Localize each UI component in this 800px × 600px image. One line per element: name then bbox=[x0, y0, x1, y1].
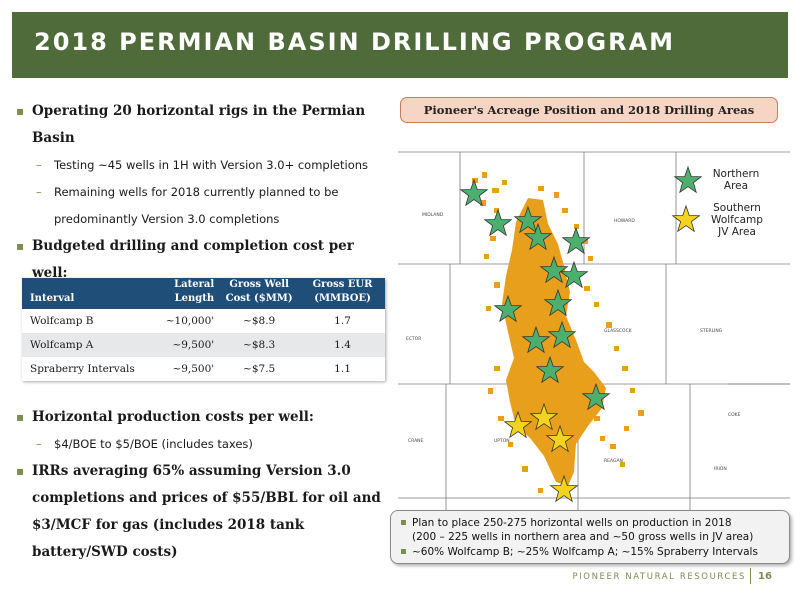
header-cost-2: Cost ($MM) bbox=[225, 293, 293, 304]
header-lateral-2: Length bbox=[174, 293, 215, 304]
slide-title: 2018 PERMIAN BASIN DRILLING PROGRAM bbox=[34, 28, 676, 56]
svg-text:UPTON: UPTON bbox=[494, 438, 510, 444]
svg-text:HOWARD: HOWARD bbox=[614, 218, 635, 224]
bullet-irr-line3: $3/MCF for gas (includes 2018 tank bbox=[32, 517, 305, 533]
cell-cost: ~$8.3 bbox=[218, 333, 301, 357]
callout-line2: (200 – 225 wells in northern area and ~5… bbox=[412, 531, 754, 543]
header-interval: Interval bbox=[22, 278, 162, 309]
table-row: Wolfcamp A ~9,500' ~$8.3 1.4 bbox=[22, 333, 385, 357]
bullet-rigs: Operating 20 horizontal rigs in the Perm… bbox=[14, 98, 390, 152]
header-cost: Gross Well Cost ($MM) bbox=[218, 278, 301, 309]
callout-line3: ~60% Wolfcamp B; ~25% Wolfcamp A; ~15% S… bbox=[401, 545, 758, 559]
cell-eur: 1.1 bbox=[300, 357, 385, 381]
legend-southern-1: Southern bbox=[713, 202, 761, 214]
bullet-production-costs: Horizontal production costs per well: bbox=[14, 404, 390, 431]
northern-star bbox=[562, 227, 590, 254]
svg-text:ECTOR: ECTOR bbox=[406, 336, 421, 342]
bullet-cost: Budgeted drilling and completion cost pe… bbox=[14, 233, 390, 287]
page-number: 16 bbox=[758, 571, 772, 582]
legend-southern-2: Wolfcamp bbox=[711, 214, 763, 226]
callout-line3-text: ~60% Wolfcamp B; ~25% Wolfcamp A; ~15% S… bbox=[412, 546, 758, 558]
sub-bullet-testing: Testing ~45 wells in 1H with Version 3.0… bbox=[14, 152, 390, 179]
header-lateral: Lateral Length bbox=[161, 278, 219, 309]
footer-company: PIONEER NATURAL RESOURCES bbox=[572, 572, 746, 582]
cell-cost: ~$7.5 bbox=[218, 357, 301, 381]
callout-line1-text: Plan to place 250-275 horizontal wells o… bbox=[412, 517, 732, 529]
sub-bullet-remaining-line2: predominantly Version 3.0 completions bbox=[54, 212, 280, 226]
header-cost-1: Gross Well bbox=[229, 279, 289, 290]
county-lines bbox=[398, 151, 790, 510]
bullet-irr: IRRs averaging 65% assuming Version 3.0 … bbox=[14, 458, 390, 566]
footer-divider bbox=[750, 568, 751, 584]
header-eur-1: Gross EUR bbox=[312, 279, 373, 290]
sub-bullet-boe: $4/BOE to $5/BOE (includes taxes) bbox=[14, 431, 390, 458]
cell-interval: Spraberry Intervals bbox=[22, 357, 162, 381]
bullet-irr-line2: completions and prices of $55/BBL for oi… bbox=[32, 490, 381, 506]
bullet-irr-line4: battery/SWD costs) bbox=[32, 544, 178, 560]
cost-table: Interval Lateral Length Gross Well Cost … bbox=[22, 278, 385, 381]
cell-interval: Wolfcamp A bbox=[22, 333, 162, 357]
legend-southern-label: Southern Wolfcamp JV Area bbox=[700, 202, 774, 238]
title-bar: 2018 PERMIAN BASIN DRILLING PROGRAM bbox=[12, 12, 788, 78]
southern-star bbox=[550, 475, 578, 502]
header-lateral-1: Lateral bbox=[174, 279, 215, 290]
cell-eur: 1.4 bbox=[300, 333, 385, 357]
table-row: Spraberry Intervals ~9,500' ~$7.5 1.1 bbox=[22, 357, 385, 381]
legend-southern-star bbox=[672, 205, 700, 232]
legend-northern-star bbox=[674, 166, 702, 193]
legend-southern-3: JV Area bbox=[718, 226, 756, 238]
svg-text:GLASSCOCK: GLASSCOCK bbox=[604, 328, 633, 334]
svg-text:COKE: COKE bbox=[728, 412, 741, 418]
cost-table-header-row: Interval Lateral Length Gross Well Cost … bbox=[22, 278, 385, 309]
map-title: Pioneer's Acreage Position and 2018 Dril… bbox=[400, 97, 778, 123]
svg-text:MIDLAND: MIDLAND bbox=[422, 212, 444, 218]
table-row: Wolfcamp B ~10,000' ~$8.9 1.7 bbox=[22, 309, 385, 333]
bullet-list-bottom: Horizontal production costs per well: $4… bbox=[14, 404, 390, 566]
bullet-square-icon bbox=[401, 549, 406, 554]
svg-text:STERLING: STERLING bbox=[700, 328, 723, 334]
cell-interval: Wolfcamp B bbox=[22, 309, 162, 333]
callout-line1: Plan to place 250-275 horizontal wells o… bbox=[401, 516, 732, 530]
cell-lateral: ~10,000' bbox=[161, 309, 219, 333]
cell-eur: 1.7 bbox=[300, 309, 385, 333]
county-labels: MIDLAND ECTOR CRANE HOWARD GLASSCOCK STE… bbox=[406, 212, 741, 472]
svg-text:IRION: IRION bbox=[714, 466, 727, 472]
sub-bullet-remaining-line1: Remaining wells for 2018 currently plann… bbox=[54, 185, 339, 199]
bullet-rigs-line1: Operating 20 horizontal rigs in the Perm… bbox=[32, 103, 366, 119]
bullet-rigs-line2: Basin bbox=[32, 130, 75, 146]
sub-bullet-remaining: Remaining wells for 2018 currently plann… bbox=[14, 179, 390, 233]
bullet-irr-line1: IRRs averaging 65% assuming Version 3.0 bbox=[32, 463, 351, 479]
acreage-map: MIDLAND ECTOR CRANE HOWARD GLASSCOCK STE… bbox=[398, 151, 790, 510]
northern-star bbox=[484, 209, 512, 236]
cell-lateral: ~9,500' bbox=[161, 357, 219, 381]
header-eur: Gross EUR (MMBOE) bbox=[300, 278, 385, 309]
header-eur-2: (MMBOE) bbox=[314, 293, 371, 304]
cell-cost: ~$8.9 bbox=[218, 309, 301, 333]
legend-northern-2: Area bbox=[723, 180, 749, 192]
svg-text:REAGAN: REAGAN bbox=[604, 458, 623, 464]
wells-callout: Plan to place 250-275 horizontal wells o… bbox=[390, 510, 790, 564]
legend-northern-1: Northern bbox=[712, 168, 760, 180]
cell-lateral: ~9,500' bbox=[161, 333, 219, 357]
legend-northern-label: Northern Area bbox=[706, 168, 766, 192]
bullet-square-icon bbox=[401, 520, 406, 525]
bullet-list-top: Operating 20 horizontal rigs in the Perm… bbox=[14, 98, 390, 287]
svg-text:CRANE: CRANE bbox=[408, 438, 424, 444]
map-panel bbox=[398, 88, 790, 528]
